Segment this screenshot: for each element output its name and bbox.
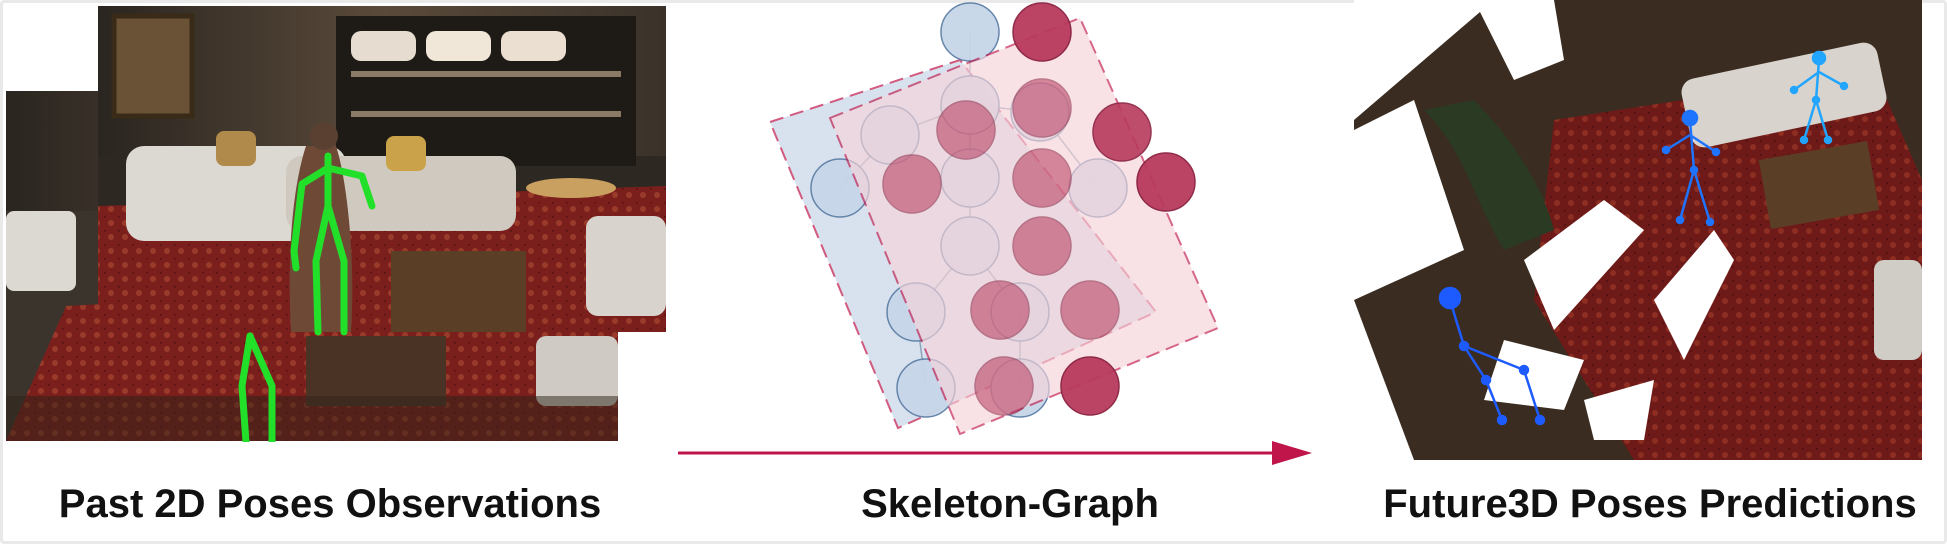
pose-skeleton-back: [238, 332, 276, 442]
past-observations-panel: [6, 6, 666, 442]
predicted-pose-blue-1: [1661, 109, 1721, 227]
future-predictions-illustration: [1354, 0, 1922, 460]
pose-skeleton-front: [290, 152, 376, 336]
caption-skeleton-graph: Skeleton-Graph: [861, 482, 1159, 526]
future-predictions-panel: [1354, 0, 1922, 460]
skeleton-graph-illustration: [768, 2, 1220, 436]
caption-past-observations: Past 2D Poses Observations: [58, 482, 602, 526]
predicted-pose-cyan: [1789, 50, 1849, 145]
past-frames-illustration: [6, 6, 666, 442]
right-arrow-icon: [676, 440, 1316, 470]
skeleton-graph-panel: [690, 0, 1330, 470]
red-graph-nodes: [882, 2, 1196, 416]
front-frame: [98, 6, 666, 332]
caption-future-predictions: Future3D Poses Predictions: [1383, 482, 1917, 526]
reprojection-holes: [1354, 0, 1734, 440]
predicted-pose-blue-2: [1438, 286, 1546, 426]
